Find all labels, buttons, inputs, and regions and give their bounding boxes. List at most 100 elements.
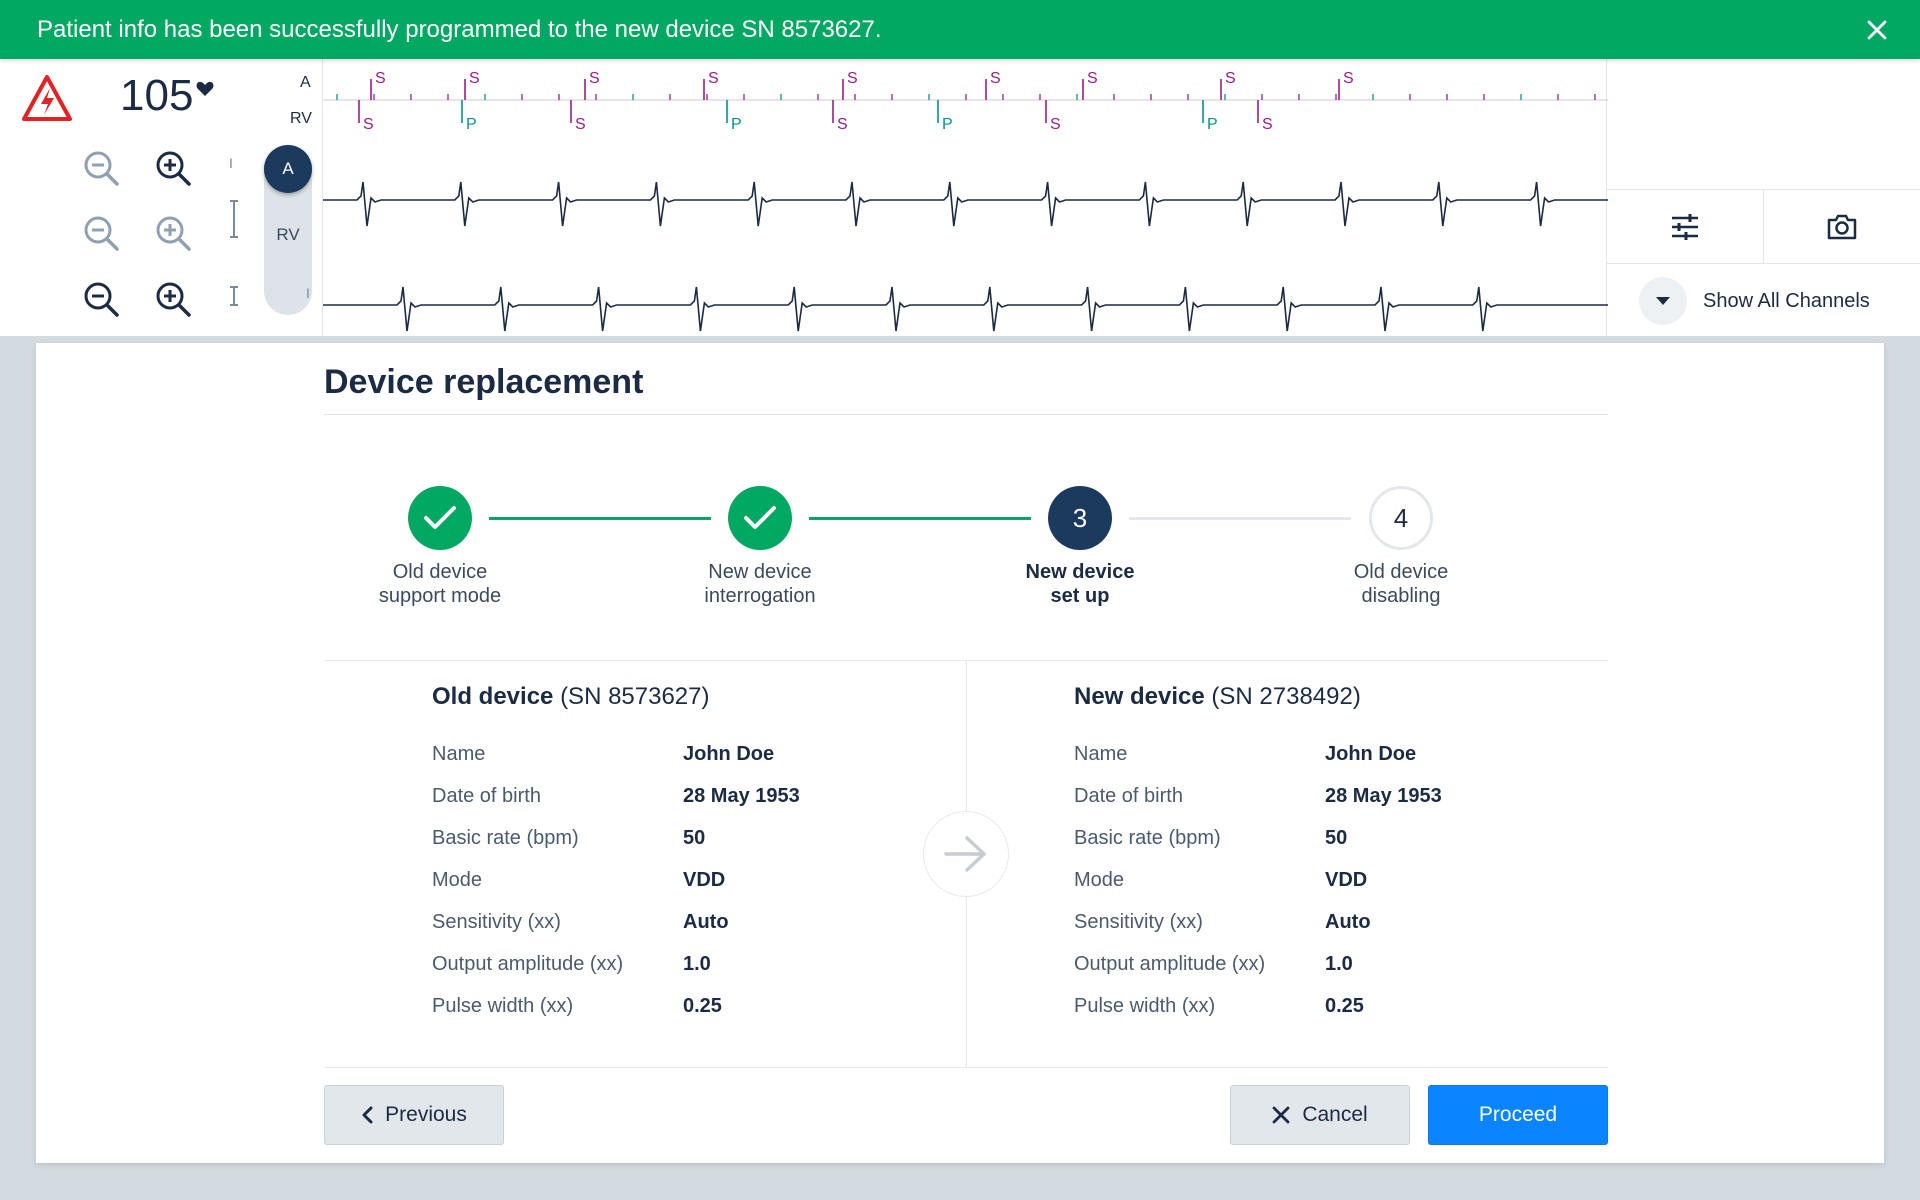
detail-row: Output amplitude (xx) 1.0 — [1074, 943, 1574, 985]
step-label: Old device support mode — [378, 561, 502, 607]
detail-row: Mode VDD — [432, 859, 932, 901]
scale-medium-icon — [230, 286, 238, 306]
detail-value: VDD — [1325, 868, 1368, 891]
chevron-down-icon — [1639, 277, 1687, 325]
cancel-button[interactable]: Cancel — [1230, 1085, 1410, 1145]
show-all-channels-button[interactable]: Show All Channels — [1639, 277, 1870, 325]
wizard-stepper: Old device support mode New device interro… — [324, 483, 1608, 613]
zoom-in-icon — [156, 216, 191, 251]
pace-marker-label: P — [942, 116, 953, 133]
footer-divider — [324, 1067, 1608, 1068]
old-device-heading: Old device (SN 8573627) — [432, 683, 710, 710]
ecg-trace-a — [323, 181, 1608, 227]
step-connector — [489, 517, 711, 520]
zoom-in-icon — [156, 151, 191, 186]
pacing-alert-icon — [22, 75, 72, 121]
zoom-in-a-button[interactable] — [151, 146, 195, 190]
old-device-rows: Name John Doe Date of birth 28 May 1953 Basi… — [432, 733, 932, 1027]
sense-marker-upper-label: S — [469, 70, 480, 87]
sense-marker-upper-label: S — [708, 70, 719, 87]
zoom-out-a-button[interactable] — [79, 146, 123, 190]
detail-value: John Doe — [1325, 742, 1417, 765]
banner-message: Patient info has been successfully progr… — [37, 15, 882, 43]
heart-icon — [196, 81, 214, 96]
detail-value: Auto — [1325, 910, 1371, 933]
step-old-device-support-mode[interactable]: Old device support mode — [340, 483, 540, 608]
sense-marker-upper-label: S — [1087, 70, 1098, 87]
check-icon — [408, 486, 472, 550]
step-label: New device interrogation — [704, 561, 816, 607]
transfer-arrow — [923, 811, 1009, 897]
lead-toggle-a[interactable]: A — [264, 145, 312, 193]
success-banner: Patient info has been successfully progr… — [0, 0, 1920, 59]
lead-toggle-rv[interactable]: RV — [276, 225, 300, 244]
sense-marker-upper-label: S — [1225, 70, 1236, 87]
chevron-left-icon — [362, 1106, 373, 1124]
step-old-device-disabling[interactable]: 4 Old device disabling — [1301, 483, 1501, 608]
step-label: New device set up — [1025, 561, 1135, 607]
old-device-details: Old device (SN 8573627) Name John Doe Date… — [432, 683, 932, 1027]
tool-row — [1607, 189, 1920, 264]
sense-marker-upper-label: S — [589, 70, 600, 87]
channel-label-a: A — [300, 74, 311, 91]
monitor-controls: 105 I A RV A RV I — [0, 59, 322, 336]
detail-label: Mode — [1074, 868, 1125, 891]
settings-button[interactable] — [1607, 190, 1763, 263]
sense-marker-lower-label: S — [837, 116, 848, 133]
scale-small-icon: I — [229, 155, 233, 171]
page-title: Device replacement — [324, 363, 644, 401]
ecg-monitor: 105 I A RV A RV I — [0, 59, 1920, 336]
close-icon[interactable] — [1862, 15, 1892, 45]
heart-rate-value: 105 — [120, 71, 194, 120]
step-connector — [809, 517, 1031, 520]
sense-marker-upper-label: S — [847, 70, 858, 87]
zoom-in-ch3-button[interactable] — [151, 277, 195, 321]
show-all-channels-label: Show All Channels — [1703, 289, 1870, 312]
detail-label: Pulse width (xx) — [432, 994, 574, 1017]
zoom-out-icon — [84, 216, 119, 251]
detail-row: Name John Doe — [1074, 733, 1574, 775]
detail-row: Date of birth 28 May 1953 — [1074, 775, 1574, 817]
zoom-out-icon — [84, 151, 119, 186]
sense-marker-lower-label: S — [575, 116, 586, 133]
detail-label: Output amplitude (xx) — [1074, 952, 1266, 975]
detail-label: Date of birth — [1074, 784, 1183, 807]
step-new-device-interrogation[interactable]: New device interrogation — [660, 483, 860, 608]
detail-value: 28 May 1953 — [683, 784, 800, 807]
detail-value: 50 — [1325, 826, 1348, 849]
detail-label: Name — [1074, 742, 1128, 765]
detail-row: Basic rate (bpm) 50 — [432, 817, 932, 859]
ecg-waveforms: S S S S S S S S S S S S S S P P P P — [323, 70, 1608, 332]
step-number: 4 — [1369, 486, 1433, 550]
detail-row: Mode VDD — [1074, 859, 1574, 901]
proceed-button[interactable]: Proceed — [1428, 1085, 1608, 1145]
sense-marker-upper-label: S — [1343, 70, 1354, 87]
step-new-device-set-up[interactable]: 3 New device set up — [980, 483, 1180, 608]
sense-marker-upper-label: S — [990, 70, 1001, 87]
detail-label: Sensitivity (xx) — [432, 910, 561, 933]
detail-label: Name — [432, 742, 486, 765]
pace-marker-label: P — [731, 116, 742, 133]
zoom-out-rv-button[interactable] — [79, 211, 123, 255]
detail-row: Output amplitude (xx) 1.0 — [432, 943, 932, 985]
detail-label: Mode — [432, 868, 483, 891]
monitor-tools: Show All Channels — [1607, 59, 1920, 336]
detail-row: Date of birth 28 May 1953 — [432, 775, 932, 817]
zoom-out-ch3-button[interactable] — [79, 277, 123, 321]
new-device-rows: Name John Doe Date of birth 28 May 1953 Basi… — [1074, 733, 1574, 1027]
sense-marker-lower-label: S — [1050, 116, 1061, 133]
pace-marker-label: P — [1207, 116, 1218, 133]
snapshot-button[interactable] — [1763, 190, 1920, 263]
detail-value: 50 — [683, 826, 706, 849]
detail-value: 28 May 1953 — [1325, 784, 1442, 807]
zoom-in-rv-button[interactable] — [151, 211, 195, 255]
ecg-trace-rv — [323, 286, 1608, 332]
sense-marker-lower-label: S — [363, 116, 374, 133]
detail-label: Pulse width (xx) — [1074, 994, 1216, 1017]
new-device-details: New device (SN 2738492) Name John Doe Date… — [1074, 683, 1574, 1027]
device-replacement-panel: Device replacement Old device support mod… — [36, 343, 1884, 1163]
step-label: Old device disabling — [1353, 561, 1449, 607]
detail-label: Output amplitude (xx) — [432, 952, 624, 975]
detail-value: VDD — [683, 868, 726, 891]
previous-button[interactable]: Previous — [324, 1085, 504, 1145]
